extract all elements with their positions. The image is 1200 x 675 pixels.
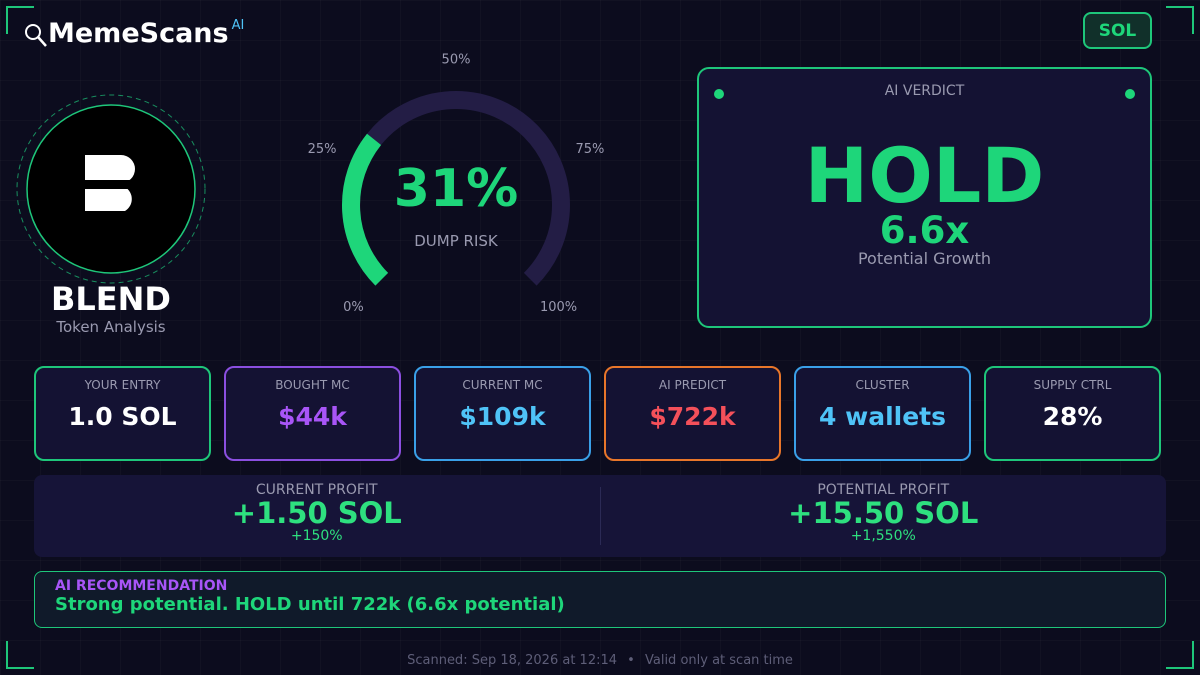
verdict-multiple: 6.6x (879, 209, 970, 252)
divider (599, 487, 601, 545)
stat-value: $44k (278, 402, 347, 431)
stat-card: CURRENT MC $109k (414, 366, 591, 461)
footer-note: Valid only at scan time (644, 653, 793, 668)
gauge-value (342, 133, 389, 286)
verdict-heading: AI VERDICT (884, 83, 965, 99)
recommendation-text: Strong potential. HOLD until 722k (6.6x … (55, 594, 565, 615)
stat-card: CLUSTER 4 wallets (794, 366, 971, 461)
indicator (714, 89, 724, 99)
gauge-tick-label: 50% (442, 53, 471, 68)
chain-badge: SOL (1083, 12, 1152, 49)
stat-label: SUPPLY CTRL (1033, 378, 1112, 392)
gauge-caption: DUMP RISK (414, 232, 499, 250)
stat-value: 4 wallets (819, 402, 946, 431)
stat-card: BOUGHT MC $44k (224, 366, 401, 461)
stat-value: 28% (1042, 402, 1103, 431)
stat-card: YOUR ENTRY 1.0 SOL (34, 366, 211, 461)
stat-label: CURRENT MC (462, 378, 543, 392)
stat-label: YOUR ENTRY (84, 378, 161, 392)
profit-value: +15.50 SOL (788, 496, 979, 530)
stats: YOUR ENTRY 1.0 SOL BOUGHT MC $44k CURRENT … (34, 366, 1163, 461)
brand-name: MemeScans (48, 18, 229, 49)
indicator (1125, 89, 1135, 99)
profit-percent: +1,550% (850, 528, 916, 544)
verdict-call: HOLD (804, 131, 1045, 220)
verdict-caption: Potential Growth (857, 249, 992, 268)
stat-label: AI PREDICT (658, 378, 727, 392)
gauge-tick-label: 0% (343, 300, 364, 315)
stat-value: $722k (649, 402, 736, 431)
brand-badge: AI (231, 18, 245, 33)
search-icon (25, 24, 47, 47)
corner (1166, 641, 1194, 669)
gauge-tick-label: 100% (540, 300, 577, 315)
verdict-card: AI VERDICT HOLD 6.6x Potential Growth (697, 67, 1152, 328)
token-name: BLEND (51, 280, 171, 318)
stat-value: $109k (459, 402, 546, 431)
profit-label: CURRENT PROFIT (255, 482, 378, 498)
gauge: 0% 25% 50% 75% 100% 31% DUMP RISK (308, 53, 605, 316)
profit-value: +1.50 SOL (231, 496, 402, 530)
separator: • (627, 653, 635, 668)
gauge-value-label: 31% (394, 159, 518, 219)
brand: MemeScans AI (24, 18, 244, 49)
profit-panel: CURRENT PROFIT +1.50 SOL +150% POTENTIAL P… (34, 475, 1166, 557)
token-subtitle: Token Analysis (56, 318, 166, 336)
scan-time: Scanned: Sep 18, 2026 at 12:14 (407, 653, 618, 668)
footer: Scanned: Sep 18, 2026 at 12:14 • Valid o… (0, 653, 1200, 668)
recommendation-label: AI RECOMMENDATION (55, 578, 228, 594)
profit: CURRENT PROFIT +1.50 SOL +150% (34, 475, 600, 557)
stat-card: SUPPLY CTRL 28% (984, 366, 1161, 461)
corner (6, 641, 34, 669)
corner (1166, 6, 1194, 34)
gauge-tick-label: 75% (576, 142, 605, 157)
stat-label: BOUGHT MC (275, 378, 350, 392)
gauge-tick-label: 25% (308, 142, 337, 157)
profit-percent: +150% (290, 528, 343, 544)
stat-label: CLUSTER (855, 378, 910, 392)
token-logo (16, 94, 206, 284)
stat-card: AI PREDICT $722k (604, 366, 781, 461)
stat-value: 1.0 SOL (68, 402, 177, 431)
profit-label: POTENTIAL PROFIT (817, 482, 950, 498)
corner (6, 6, 34, 34)
recommendation: AI RECOMMENDATION Strong potential. HOLD… (34, 571, 1166, 628)
profit: POTENTIAL PROFIT +15.50 SOL +1,550% (601, 475, 1167, 557)
